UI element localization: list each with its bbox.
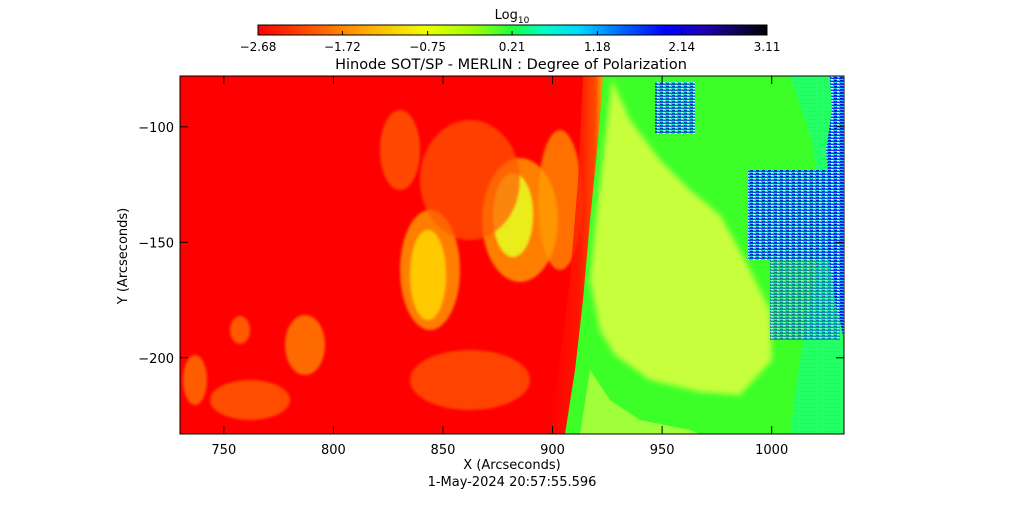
y-tick-label: −150 bbox=[138, 236, 174, 251]
off-limb-inner-region bbox=[590, 80, 772, 395]
noise-right-blue bbox=[748, 170, 833, 260]
x-axis: 750 800 850 900 950 1000 bbox=[211, 76, 788, 458]
colorbar-tick-label: −2.68 bbox=[240, 40, 277, 54]
noise-mid-blue bbox=[770, 260, 840, 340]
y-tick-label: −200 bbox=[138, 352, 174, 367]
colorbar-ticks: −2.68 −1.72 −0.75 0.21 1.18 2.14 3.11 bbox=[240, 31, 781, 54]
y-axis: −100 −150 −200 bbox=[138, 121, 844, 367]
x-tick-label: 950 bbox=[650, 443, 675, 458]
off-limb-lower-region bbox=[580, 370, 700, 434]
x-tick-label: 800 bbox=[321, 443, 346, 458]
y-tick-label: −100 bbox=[138, 121, 174, 136]
timestamp: 1-May-2024 20:57:55.596 bbox=[428, 475, 597, 490]
noise-top-blue bbox=[655, 82, 695, 134]
limb-edge bbox=[548, 76, 603, 434]
colorbar-tick-label: −0.75 bbox=[409, 40, 446, 54]
colorbar-tick-label: 0.21 bbox=[499, 40, 526, 54]
x-tick-label: 1000 bbox=[755, 443, 788, 458]
colorbar-label: Log10 bbox=[495, 8, 530, 26]
colorbar: Log10 −2.68 −1.72 −0.75 0.21 1.18 2.14 3.11 bbox=[240, 8, 781, 54]
x-tick-label: 900 bbox=[540, 443, 565, 458]
x-tick-label: 750 bbox=[211, 443, 236, 458]
colorbar-tick-label: 2.14 bbox=[668, 40, 695, 54]
x-axis-label: X (Arcseconds) bbox=[463, 458, 560, 473]
colorbar-tick-label: 3.11 bbox=[754, 40, 781, 54]
polarization-map bbox=[180, 76, 844, 434]
plage-bright-regions bbox=[183, 110, 582, 420]
x-tick-label: 850 bbox=[431, 443, 456, 458]
chart-title: Hinode SOT/SP - MERLIN : Degree of Polar… bbox=[335, 57, 687, 73]
colorbar-tick-label: 1.18 bbox=[584, 40, 611, 54]
colorbar-tick-label: −1.72 bbox=[324, 40, 361, 54]
plot-frame bbox=[179, 75, 845, 435]
y-axis-label: Y (Arcseconds) bbox=[116, 208, 131, 305]
